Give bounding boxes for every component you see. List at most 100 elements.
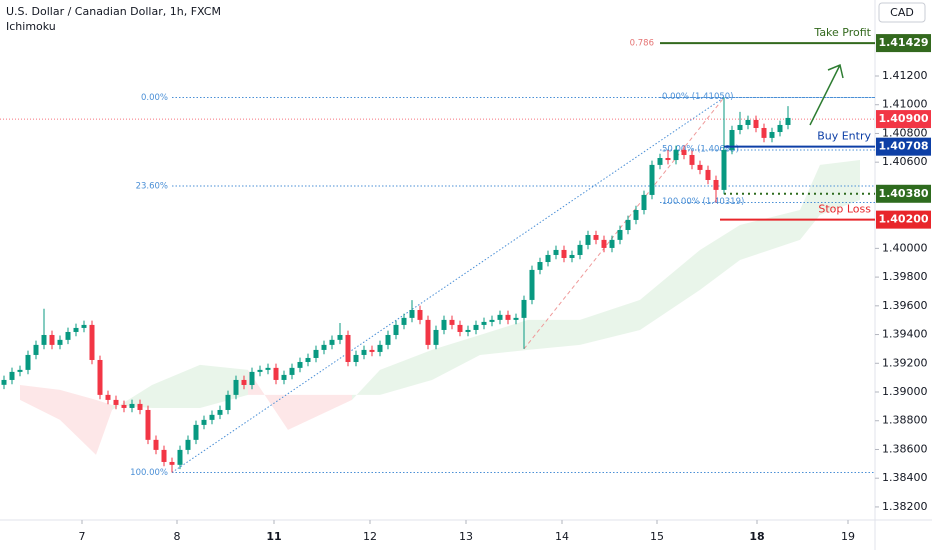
candle-body bbox=[577, 244, 583, 255]
candle-body bbox=[369, 349, 375, 352]
candle-body bbox=[545, 254, 551, 263]
y-tick-label: 1.40000 bbox=[882, 241, 928, 254]
fib-trend bbox=[171, 97, 725, 473]
candle-body bbox=[161, 449, 167, 462]
candle-body bbox=[329, 339, 335, 345]
candle-body bbox=[57, 339, 63, 345]
level-name: Take Profit bbox=[813, 26, 871, 39]
level-name: Stop Loss bbox=[818, 203, 871, 216]
candle-body bbox=[665, 158, 671, 161]
cloud-segment bbox=[700, 224, 740, 290]
arrow bbox=[809, 63, 844, 126]
price-box bbox=[876, 184, 931, 203]
cloud-segment bbox=[580, 299, 640, 345]
candle-body bbox=[33, 344, 39, 355]
candle-body bbox=[761, 127, 767, 138]
candle-body bbox=[641, 194, 647, 211]
candle-body bbox=[617, 229, 623, 240]
x-tick-label: 19 bbox=[841, 530, 855, 543]
price-box bbox=[876, 110, 931, 129]
candle-body bbox=[169, 461, 175, 465]
candle-body bbox=[481, 321, 487, 325]
candle-body bbox=[553, 249, 559, 255]
y-tick-label: 1.41000 bbox=[882, 98, 928, 111]
candle-body bbox=[65, 331, 71, 340]
price-box-label: 1.41429 bbox=[878, 36, 928, 49]
candle-body bbox=[457, 324, 463, 332]
y-tick-label: 1.40600 bbox=[882, 155, 928, 168]
candle-body bbox=[225, 394, 231, 410]
x-tick-label: 8 bbox=[174, 530, 181, 543]
candle-body bbox=[753, 119, 759, 128]
candle-body bbox=[529, 269, 535, 300]
candle-body bbox=[337, 334, 343, 340]
candle-body bbox=[441, 319, 447, 330]
candle-body bbox=[425, 319, 431, 345]
candle-body bbox=[705, 169, 711, 180]
candle-body bbox=[433, 329, 439, 345]
currency-box[interactable] bbox=[878, 2, 926, 23]
price-box bbox=[876, 137, 931, 156]
candle-body bbox=[657, 158, 663, 165]
candle-body bbox=[625, 219, 631, 230]
candle-body bbox=[377, 344, 383, 352]
fib-label: 0.00% bbox=[141, 93, 168, 103]
cloud-segment bbox=[640, 249, 700, 330]
candle-body bbox=[401, 317, 407, 325]
cloud-segment bbox=[528, 319, 580, 350]
candle-body bbox=[769, 132, 775, 138]
fib-inner-trend bbox=[523, 97, 725, 350]
candle-body bbox=[697, 164, 703, 170]
candle-body bbox=[689, 154, 695, 165]
candle-body bbox=[1, 379, 7, 385]
candle-body bbox=[497, 314, 503, 320]
candle-body bbox=[353, 354, 359, 362]
candle-body bbox=[537, 262, 543, 270]
level-name: Buy Entry bbox=[817, 130, 871, 143]
candle-body bbox=[289, 367, 295, 375]
candle-body bbox=[521, 299, 527, 318]
y-tick-label: 1.39400 bbox=[882, 328, 928, 341]
y-tick-label: 1.39800 bbox=[882, 270, 928, 283]
candle-body bbox=[281, 374, 287, 380]
x-tick-label: 11 bbox=[266, 530, 281, 543]
price-box-label: 1.40200 bbox=[878, 213, 928, 226]
candle-body bbox=[585, 235, 591, 245]
candle-body bbox=[265, 367, 271, 370]
candle-body bbox=[449, 319, 455, 325]
candle-body bbox=[737, 124, 743, 130]
candle-body bbox=[713, 179, 719, 190]
candle-body bbox=[777, 124, 783, 133]
candle-body bbox=[417, 309, 423, 320]
fib-label: 100.00% bbox=[130, 468, 168, 478]
candle-body bbox=[465, 329, 471, 332]
price-box bbox=[876, 210, 931, 229]
cloud-segment bbox=[380, 349, 432, 395]
candle-body bbox=[273, 367, 279, 380]
price-box-label: 1.40708 bbox=[878, 140, 928, 153]
candle-body bbox=[41, 334, 47, 345]
price-box-label: 1.40900 bbox=[878, 112, 928, 125]
candle-body bbox=[321, 344, 327, 350]
cloud-segment bbox=[96, 399, 112, 455]
candle-body bbox=[201, 419, 207, 425]
price-box-label: 1.40380 bbox=[878, 187, 928, 200]
currency[interactable]: CAD bbox=[890, 6, 914, 19]
x-tick-label: 15 bbox=[650, 530, 664, 543]
candle-body bbox=[113, 399, 119, 405]
candle-body bbox=[25, 354, 31, 370]
candle-body bbox=[593, 235, 599, 240]
candle-body bbox=[241, 379, 247, 385]
candle-body bbox=[193, 424, 199, 440]
candle-body bbox=[81, 324, 87, 328]
candle-body bbox=[569, 254, 575, 258]
cloud-segment bbox=[60, 389, 96, 455]
candle-body bbox=[305, 357, 311, 362]
candle-body bbox=[633, 210, 639, 220]
indicator-name: Ichimoku bbox=[6, 20, 56, 33]
y-tick-label: 1.40800 bbox=[882, 126, 928, 139]
candle-body bbox=[649, 164, 655, 195]
candle-body bbox=[673, 149, 679, 161]
candle-body bbox=[609, 239, 615, 248]
